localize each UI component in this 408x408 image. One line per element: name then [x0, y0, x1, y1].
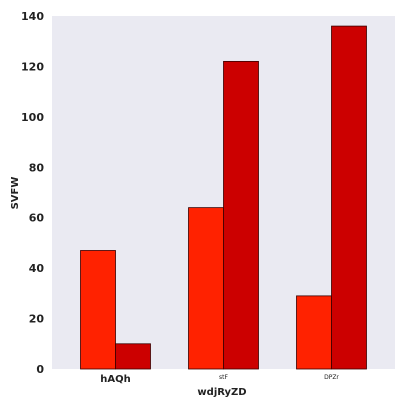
x-axis-label: wdjRyZD [197, 387, 246, 398]
bar-hAQh-series-2 [115, 343, 151, 370]
y-tick-label: 40 [29, 262, 45, 275]
x-tick-label-hAQh: hAQh [100, 374, 130, 385]
y-axis-label: SVFW [10, 177, 21, 210]
y-tick-label: 20 [29, 313, 45, 326]
x-tick-label-stF: stF [219, 374, 228, 381]
y-tick-label: 80 [29, 161, 45, 174]
x-tick-labels: hAQh stF DPZr [100, 374, 339, 385]
bars-group [80, 25, 367, 370]
y-tick-label: 140 [21, 10, 44, 23]
y-tick-labels: 0 20 40 60 80 100 120 140 [21, 10, 44, 376]
bar-stF-series-2 [223, 60, 259, 370]
y-tick-label: 0 [36, 363, 44, 376]
bar-stF-series-1 [188, 207, 224, 370]
y-tick-label: 60 [29, 212, 45, 225]
bar-hAQh-series-1 [80, 250, 116, 370]
y-tick-label: 100 [21, 111, 44, 124]
bar-DPZr-series-2 [331, 25, 367, 370]
x-tick-label-DPZr: DPZr [324, 374, 339, 381]
bar-DPZr-series-1 [296, 295, 332, 370]
y-tick-label: 120 [21, 60, 44, 73]
